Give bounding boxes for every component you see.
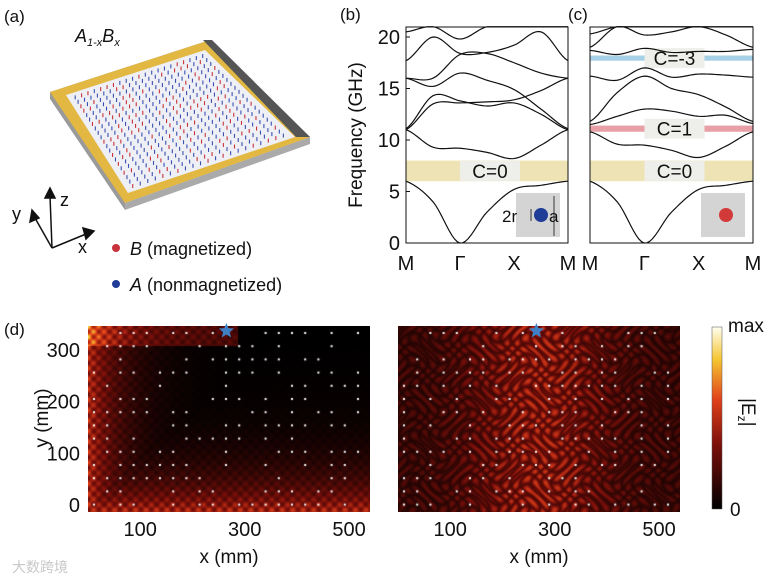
band-curve [589, 108, 754, 126]
band-curve [589, 67, 754, 82]
band-curve [405, 129, 569, 160]
band-curve [405, 77, 569, 131]
plot-frame [405, 26, 569, 244]
axis-y-label: y [12, 204, 21, 224]
band-curve [405, 51, 569, 81]
k-point-label: X [507, 253, 520, 275]
chern-number-label: C=0 [472, 162, 507, 183]
legend-b: B (magnetized) [130, 239, 252, 259]
frequency-tick-label: 10 [378, 130, 400, 152]
chern-number-label: C=-3 [654, 49, 696, 70]
y-tick-label: 300 [47, 340, 80, 362]
panel-label-d: (d) [4, 320, 25, 339]
metamaterial-slab [50, 40, 310, 210]
panel-label-b: (b) [340, 5, 361, 24]
k-point-label: M [560, 253, 577, 275]
k-point-label: X [692, 253, 705, 275]
panel-label-a: (a) [4, 7, 25, 26]
radius-label: 2r [502, 207, 517, 226]
y-tick-label: 0 [69, 495, 80, 517]
x-tick-label: 300 [538, 519, 571, 541]
band-curve [589, 26, 754, 48]
frequency-axis-label: Frequency (GHz) [346, 62, 367, 208]
panel-label-c: (c) [568, 5, 588, 24]
axis-x-label: x [78, 237, 87, 257]
k-point-label: M [745, 253, 762, 275]
gap-label-bg [644, 48, 705, 69]
x-axis-label-right: x (mm) [509, 547, 568, 568]
frequency-tick-label: 15 [378, 79, 400, 101]
gap-label-bg [644, 160, 705, 181]
alloy-title: A1-xBx [74, 26, 120, 49]
k-point-label: M [398, 253, 415, 275]
band-curve [405, 72, 569, 130]
frequency-tick-label: 5 [389, 182, 400, 204]
k-point-label: Γ [639, 253, 650, 275]
band-curve [589, 47, 754, 56]
legend-a: A (nonmagnetized) [129, 275, 282, 295]
rod-cross-section [534, 208, 548, 222]
y-tick-label: 200 [47, 392, 80, 414]
y-axis-label: y (mm) [32, 388, 53, 447]
x-tick-label: 500 [642, 519, 675, 541]
colorbar-quantity: |Ez| [735, 398, 758, 427]
band-curve [405, 30, 569, 62]
legend-dot-b [112, 244, 120, 252]
axis-z-label: z [60, 190, 69, 210]
frequency-tick-label: 0 [389, 233, 400, 255]
chern-number-label: C=1 [657, 120, 692, 141]
colorbar-max-label: max [728, 316, 764, 337]
band-curve [589, 75, 754, 123]
frequency-tick-label: 20 [378, 27, 400, 49]
gap-label-bg [644, 118, 705, 139]
k-point-label: M [582, 253, 599, 275]
x-tick-label: 100 [124, 519, 157, 541]
field-heatmap-left [88, 326, 370, 512]
watermark: 大数跨境 [12, 559, 68, 575]
coordinate-axes [29, 186, 96, 249]
x-tick-label: 100 [434, 519, 467, 541]
legend-dot-a [112, 280, 120, 288]
plot-frame [589, 26, 754, 244]
rod-cross-section [719, 208, 733, 222]
band-curve [405, 180, 569, 244]
chern-number-label: C=0 [657, 162, 692, 183]
field-heatmap-right [398, 326, 680, 512]
x-axis-label-left: x (mm) [199, 547, 258, 568]
colorbar [711, 326, 723, 510]
gap-label-bg [460, 160, 520, 181]
band-curve [589, 180, 754, 244]
colorbar-min-label: 0 [730, 500, 741, 521]
x-tick-label: 500 [332, 519, 365, 541]
band-curve [405, 93, 569, 131]
x-tick-label: 300 [228, 519, 261, 541]
band-curve [589, 131, 754, 159]
y-tick-label: 100 [47, 443, 80, 465]
k-point-label: Γ [454, 253, 465, 275]
